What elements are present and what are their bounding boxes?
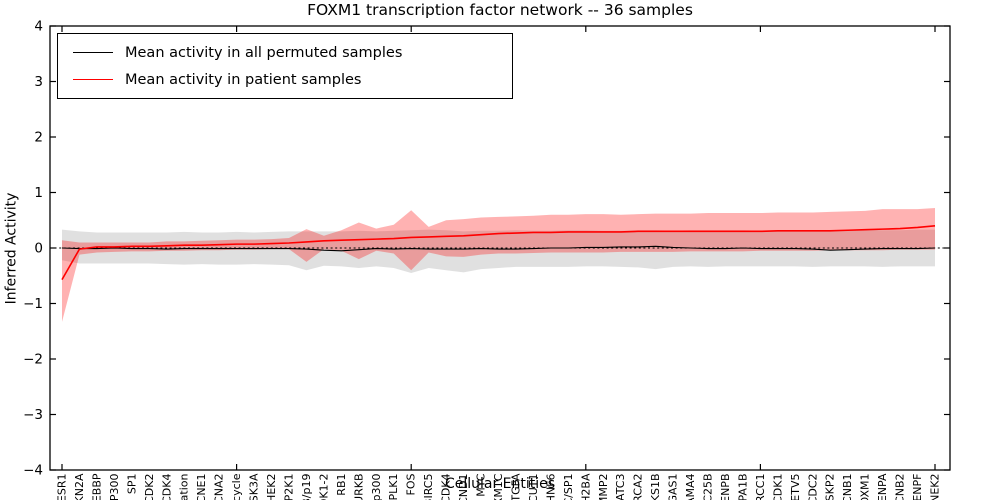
- category-label: FOXM1B/p19: [300, 474, 313, 500]
- category-label: CCNE1: [195, 474, 208, 500]
- legend-label-patient: Mean activity in patient samples: [125, 71, 362, 88]
- category-label: CENPA: [876, 473, 889, 500]
- category-label: TGFA: [509, 473, 522, 500]
- category-label: CDC25B: [702, 474, 715, 500]
- category-label: SP1: [125, 474, 138, 495]
- category-label: CREBBP: [90, 473, 103, 500]
- y-axis-label: Inferred Activity: [3, 192, 20, 305]
- chart-title: FOXM1 transcription factor network -- 36…: [307, 1, 693, 19]
- category-label: GAS1: [667, 474, 680, 500]
- patient-samples-range-band: [62, 208, 935, 322]
- x-axis-label: Cellular Entities: [444, 476, 556, 492]
- category-label: CCNB2: [894, 474, 907, 500]
- patient-mean-line: [61, 225, 936, 281]
- category-label: PLK1: [387, 474, 400, 500]
- category-label: NFATC3: [614, 474, 627, 500]
- y-tick-label: 4: [34, 19, 43, 35]
- category-label: ONECUT1: [527, 474, 540, 500]
- category-label: CENPF: [911, 474, 924, 500]
- y-tick-label: −4: [23, 463, 43, 479]
- category-label: CHEK2: [265, 474, 278, 500]
- category-label: CCNB1: [841, 474, 854, 500]
- category-label: CCNB1/CDK1: [771, 474, 784, 500]
- y-tick-label: 3: [34, 74, 43, 90]
- category-label: CDK4: [160, 474, 173, 500]
- permuted-mean-line: [61, 245, 936, 252]
- category-label: CCND1: [457, 474, 470, 500]
- legend-swatch-0: [73, 52, 113, 53]
- category-label: BIRC5: [422, 474, 435, 500]
- category-label: FOXM1B/Cbp/p300: [370, 474, 383, 500]
- category-label: RB1: [335, 474, 348, 496]
- permuted-samples-range-band: [62, 229, 935, 273]
- category-label: ETV5: [789, 474, 802, 500]
- category-label: EP300: [108, 474, 121, 500]
- y-tick-label: 1: [34, 185, 43, 201]
- category-label: HSPA1B: [736, 474, 749, 500]
- legend-label-permuted: Mean activity in all permuted samples: [125, 44, 403, 61]
- y-tick-label: −1: [23, 296, 43, 312]
- category-label: LAMA4: [684, 474, 697, 500]
- category-label: CDK2: [143, 474, 156, 500]
- y-tick-label: 2: [34, 130, 43, 146]
- category-label: FOXM1B/HNF6: [544, 474, 557, 500]
- category-label: FOXM1: [859, 474, 872, 500]
- category-label: XRCC1: [754, 474, 767, 500]
- category-label: BRCA2: [632, 474, 645, 500]
- y-tick-label: 0: [34, 241, 43, 257]
- category-label: HIST1H2BA: [579, 473, 592, 500]
- category-label: MYC: [475, 473, 488, 497]
- category-label: GSK3A: [248, 473, 261, 500]
- category-label: Cyclin A-E1/CDK1-2: [317, 474, 330, 500]
- category-label: MMP2: [597, 474, 610, 500]
- category-label: FOS: [405, 473, 418, 495]
- legend: Mean activity in all permuted samples Me…: [57, 33, 513, 99]
- category-label: ESR1: [56, 474, 69, 500]
- category-label: Cyclin D1/CDK4: [440, 474, 453, 500]
- category-label: CDC2: [806, 474, 819, 500]
- category-label: SKP2: [824, 474, 837, 500]
- legend-item-permuted: Mean activity in all permuted samples: [73, 39, 512, 66]
- category-label: MAP2K1: [282, 474, 295, 500]
- category-label: CCNA2: [213, 474, 226, 500]
- category-label: G2/M transition of mitotic cell cycle: [230, 473, 243, 500]
- category-label: CENPB: [719, 474, 732, 500]
- category-label: CKS1B: [649, 474, 662, 500]
- legend-swatch-1: [73, 79, 113, 80]
- category-label: AURKB: [352, 474, 365, 500]
- legend-item-patient: Mean activity in patient samples: [73, 66, 512, 93]
- y-tick-label: −3: [23, 407, 43, 423]
- category-label: response to radiation: [178, 473, 191, 500]
- category-label: CDKN2A: [73, 473, 86, 500]
- y-tick-label: −2: [23, 352, 43, 368]
- category-label: NEK2: [929, 474, 942, 500]
